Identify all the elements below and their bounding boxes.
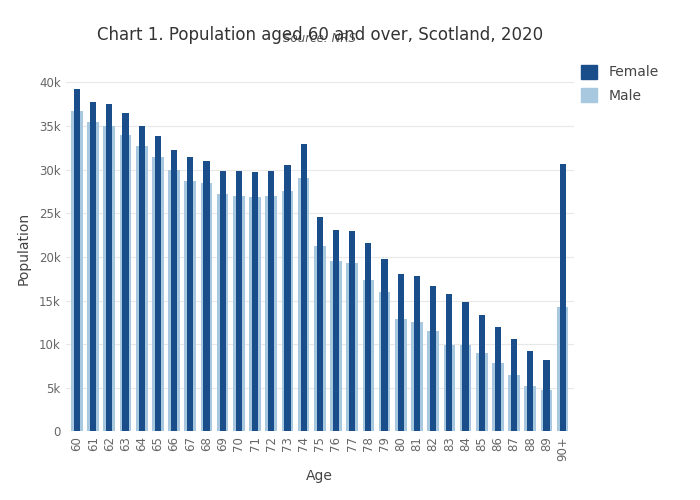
Bar (395, 319, 407, 432)
Bar (281, 192, 293, 432)
Bar (187, 156, 193, 432)
Bar (495, 326, 501, 432)
Bar (314, 246, 326, 432)
Bar (330, 262, 342, 432)
X-axis label: Age: Age (307, 470, 333, 484)
Bar (268, 172, 274, 432)
Bar (411, 322, 423, 432)
Bar (265, 196, 277, 432)
Title: Chart 1. Population aged 60 and over, Scotland, 2020: Chart 1. Population aged 60 and over, Sc… (97, 26, 543, 44)
Bar (300, 144, 307, 432)
Bar (447, 294, 452, 432)
Bar (508, 374, 520, 432)
Bar (152, 156, 164, 432)
Bar (220, 170, 225, 432)
Bar (379, 292, 391, 432)
Bar (139, 126, 145, 432)
Bar (204, 161, 209, 431)
Bar (460, 345, 471, 432)
Bar (430, 286, 436, 432)
Bar (492, 364, 504, 432)
Bar (233, 196, 245, 432)
Bar (543, 360, 550, 432)
Bar (524, 386, 536, 432)
Bar (365, 243, 372, 432)
Bar (90, 102, 96, 431)
Bar (155, 136, 161, 432)
Bar (252, 172, 258, 432)
Bar (511, 339, 517, 432)
Bar (444, 345, 455, 432)
Bar (168, 170, 180, 432)
Bar (74, 90, 80, 431)
Legend: Female, Male: Female, Male (580, 64, 659, 102)
Bar (316, 217, 323, 432)
Bar (106, 104, 113, 432)
Bar (217, 194, 228, 432)
Bar (249, 196, 261, 432)
Bar (298, 178, 309, 432)
Bar (88, 122, 99, 432)
Bar (346, 263, 358, 432)
Bar (136, 146, 148, 432)
Bar (556, 306, 568, 432)
Bar (236, 172, 242, 432)
Bar (71, 111, 83, 432)
Bar (363, 280, 375, 432)
Bar (540, 390, 552, 432)
Text: Source: NRS: Source: NRS (284, 32, 356, 45)
Bar (120, 135, 132, 432)
Bar (559, 164, 566, 432)
Y-axis label: Population: Population (17, 212, 31, 285)
Bar (427, 331, 439, 432)
Bar (398, 274, 404, 432)
Bar (349, 230, 356, 432)
Bar (104, 126, 116, 432)
Bar (284, 166, 290, 432)
Bar (463, 302, 468, 432)
Bar (382, 258, 388, 432)
Bar (201, 183, 212, 432)
Bar (333, 230, 339, 432)
Bar (122, 113, 129, 432)
Bar (527, 351, 533, 432)
Bar (414, 276, 420, 432)
Bar (185, 181, 196, 432)
Bar (479, 316, 485, 432)
Bar (171, 150, 177, 432)
Bar (476, 353, 487, 432)
